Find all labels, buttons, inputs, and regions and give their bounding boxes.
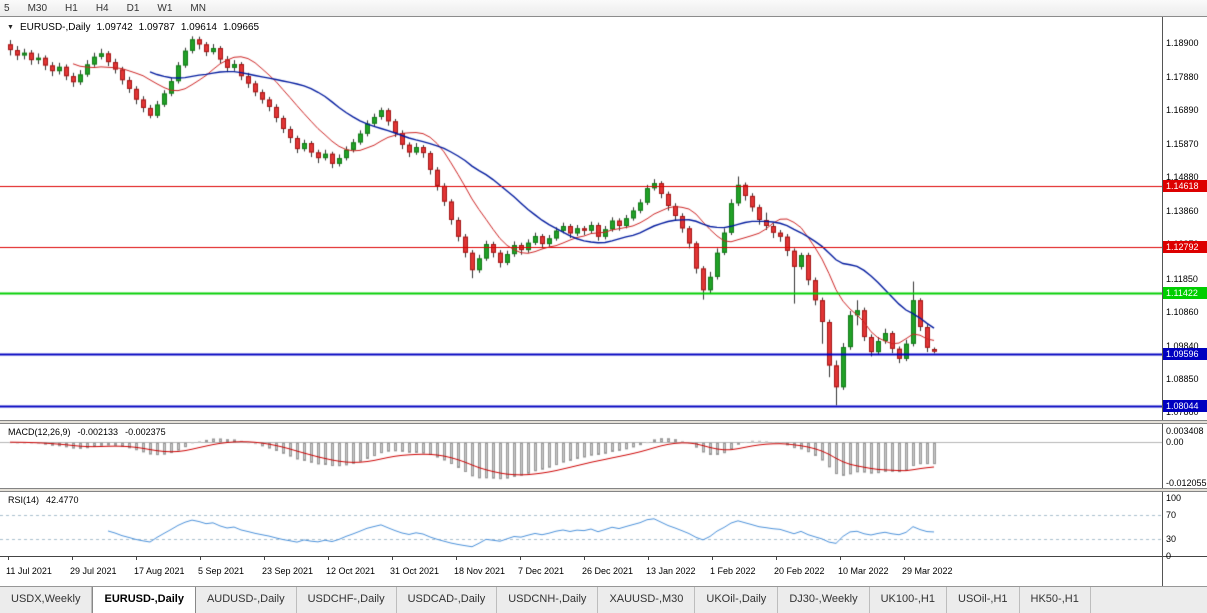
price-axis-label: 1.13860 xyxy=(1166,206,1199,217)
rsi-value: 42.4770 xyxy=(46,495,79,505)
date-label: 23 Sep 2021 xyxy=(262,566,314,576)
timeframe-button-h4[interactable]: H4 xyxy=(95,2,109,14)
price-axis-label: 1.09840 xyxy=(1166,340,1199,351)
price-axis-label: 1.17880 xyxy=(1166,71,1199,82)
timeframe-toolbar: 5 M30 H1 H4 D1 W1 MN xyxy=(0,0,1207,17)
date-label: 31 Oct 2021 xyxy=(390,566,440,576)
price-level-tag: 1.12792 xyxy=(1163,241,1207,253)
date-tick xyxy=(328,557,329,560)
date-label: 17 Aug 2021 xyxy=(134,566,185,576)
date-tick xyxy=(840,557,841,560)
date-tick xyxy=(72,557,73,560)
price-axis-label: 1.16890 xyxy=(1166,104,1199,115)
date-label: 18 Nov 2021 xyxy=(454,566,506,576)
symbol-tab-usoil-h1[interactable]: USOil-,H1 xyxy=(947,587,1020,613)
timeframe-button-w1[interactable]: W1 xyxy=(157,2,173,14)
price-level-tag: 1.14618 xyxy=(1163,179,1207,192)
rsi-axis-label: 0 xyxy=(1166,551,1172,561)
rsi-canvas[interactable] xyxy=(0,492,1162,556)
macd-axis-label: 0.00 xyxy=(1166,437,1184,448)
price-axis-label: 1.15870 xyxy=(1166,139,1199,150)
rsi-header: RSI(14) 42.4770 xyxy=(8,495,79,505)
chart-title: ▼ EURUSD-,Daily 1.09742 1.09787 1.09614 … xyxy=(7,22,259,33)
timeframe-button-5[interactable]: 5 xyxy=(4,2,10,14)
rsi-axis-label: 100 xyxy=(1166,493,1182,503)
chart-symbol-label: EURUSD-,Daily xyxy=(19,22,91,33)
macd-canvas[interactable] xyxy=(0,424,1162,488)
rsi-axis-label: 30 xyxy=(1166,533,1177,544)
date-tick xyxy=(648,557,649,560)
date-tick xyxy=(584,557,585,560)
macd-axis-label: 0.003408 xyxy=(1166,425,1204,436)
date-axis: 11 Jul 2021 29 Jul 2021 17 Aug 2021 5 Sep 2… xyxy=(0,556,1207,586)
date-label: 12 Oct 2021 xyxy=(326,566,376,576)
price-open-value: 1.09742 xyxy=(96,22,133,33)
macd-axis-label: -0.012055 xyxy=(1166,477,1207,488)
date-tick xyxy=(136,557,137,560)
date-tick xyxy=(200,557,201,560)
price-axis-label: 1.10860 xyxy=(1166,306,1199,317)
panel-divider-macd[interactable] xyxy=(0,420,1207,424)
price-low-value: 1.09614 xyxy=(180,22,217,33)
price-high-value: 1.09787 xyxy=(138,22,175,33)
chart-dropdown-icon[interactable]: ▼ xyxy=(7,23,14,31)
rsi-axis-label: 70 xyxy=(1166,510,1177,521)
symbol-tab-usdcnh-daily[interactable]: USDCNH-,Daily xyxy=(497,587,599,613)
symbol-tab-xauusd-m30[interactable]: XAUUSD-,M30 xyxy=(598,587,696,613)
price-close-value: 1.09665 xyxy=(222,22,260,33)
symbol-tab-audusd-daily[interactable]: AUDUSD-,Daily xyxy=(196,587,297,613)
date-tick xyxy=(392,557,393,560)
date-label: 29 Jul 2021 xyxy=(70,566,117,576)
timeframe-button-d1[interactable]: D1 xyxy=(126,2,140,14)
date-label: 29 Mar 2022 xyxy=(902,566,953,576)
symbol-tab-ukoil-daily[interactable]: UKOil-,Daily xyxy=(695,587,779,613)
timeframe-button-m30[interactable]: M30 xyxy=(27,2,48,14)
symbol-tab-usdx-weekly[interactable]: USDX,Weekly xyxy=(0,587,93,613)
symbol-tab-eurusd-daily[interactable]: EURUSD-,Daily xyxy=(92,587,196,613)
panel-divider-rsi[interactable] xyxy=(0,488,1207,492)
date-label: 1 Feb 2022 xyxy=(710,566,756,576)
price-axis-label: 1.11850 xyxy=(1166,273,1198,284)
timeframe-button-h1[interactable]: H1 xyxy=(65,2,78,14)
rsi-title: RSI(14) xyxy=(8,495,40,505)
price-level-tag: 1.11422 xyxy=(1163,286,1207,299)
axis-separator xyxy=(1162,17,1163,586)
timeframe-button-mn[interactable]: MN xyxy=(190,2,206,14)
date-tick xyxy=(520,557,521,560)
date-label: 7 Dec 2021 xyxy=(518,566,565,576)
date-tick xyxy=(904,557,905,560)
price-axis-label: 1.14880 xyxy=(1166,172,1199,183)
symbol-tabbar: USDX,Weekly EURUSD-,Daily AUDUSD-,Daily USD… xyxy=(0,586,1207,613)
symbol-tab-dj30-weekly[interactable]: DJ30-,Weekly xyxy=(778,587,870,613)
date-tick xyxy=(264,557,265,560)
symbol-tab-usdcad-daily[interactable]: USDCAD-,Daily xyxy=(397,587,498,613)
price-level-tag: 1.08044 xyxy=(1163,399,1207,412)
date-label: 26 Dec 2021 xyxy=(582,566,634,576)
macd-title: MACD(12,26,9) xyxy=(8,427,71,437)
symbol-tab-hk50-h1[interactable]: HK50-,H1 xyxy=(1020,587,1091,613)
macd-header: MACD(12,26,9) -0.002133 -0.002375 xyxy=(8,427,166,437)
date-label: 5 Sep 2021 xyxy=(198,566,245,576)
price-axis-label: 1.18900 xyxy=(1166,37,1199,48)
date-label: 13 Jan 2022 xyxy=(646,566,696,576)
macd-signal-value: -0.002375 xyxy=(125,427,166,437)
date-label: 10 Mar 2022 xyxy=(838,566,889,576)
main-chart-canvas[interactable] xyxy=(0,17,1162,420)
date-tick xyxy=(712,557,713,560)
date-tick xyxy=(8,557,9,560)
date-label: 20 Feb 2022 xyxy=(774,566,825,576)
macd-main-value: -0.002133 xyxy=(77,427,119,437)
symbol-tab-uk100-h1[interactable]: UK100-,H1 xyxy=(870,587,947,613)
date-tick xyxy=(456,557,457,560)
price-axis-label: 1.07860 xyxy=(1166,406,1199,417)
date-label: 11 Jul 2021 xyxy=(6,566,52,576)
symbol-tab-usdchf-daily[interactable]: USDCHF-,Daily xyxy=(297,587,397,613)
date-tick xyxy=(776,557,777,560)
price-axis-label: 1.08850 xyxy=(1166,373,1199,384)
price-level-tag: 1.09596 xyxy=(1163,347,1207,360)
